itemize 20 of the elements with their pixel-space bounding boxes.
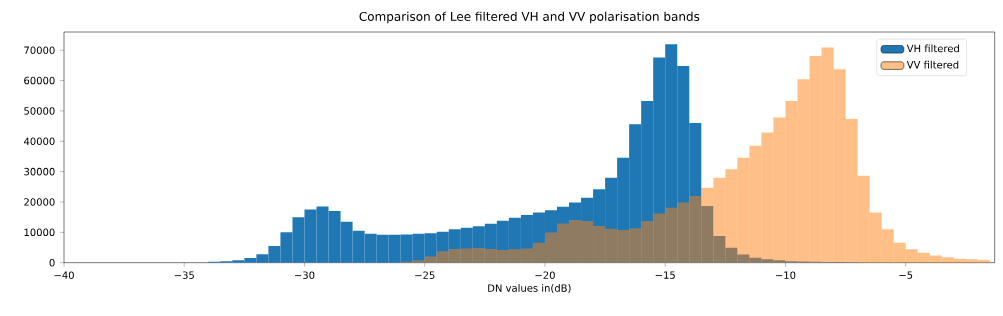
y-tick-label: 40000 xyxy=(23,137,55,146)
y-tick-label: 30000 xyxy=(24,167,55,176)
y-tick-label: 50000 xyxy=(24,107,55,115)
y-tick-label: 0 xyxy=(49,259,55,267)
x-tick-label: −35 xyxy=(174,271,194,280)
x-tick-label: −30 xyxy=(295,271,315,280)
x-tick-label: −5 xyxy=(899,271,913,279)
y-tick-label: 20000 xyxy=(24,198,55,206)
y-tick-label: 70000 xyxy=(24,46,55,55)
legend-label: VV filtered xyxy=(906,60,959,69)
x-tick-label: −15 xyxy=(655,271,675,279)
x-tick-label: −25 xyxy=(415,271,435,280)
x-tick-label: −10 xyxy=(775,271,796,280)
x-axis-title: DN values in(dB) xyxy=(488,284,571,294)
x-tick-label: −20 xyxy=(535,271,555,280)
x-tick-label: −40 xyxy=(54,271,74,280)
y-tick-label: 10000 xyxy=(24,228,55,237)
chart-title: Comparison of Lee filtered VH and VV polarisation bands xyxy=(359,11,700,24)
y-tick-label: 60000 xyxy=(24,76,55,85)
legend-label: VH filtered xyxy=(906,44,959,53)
